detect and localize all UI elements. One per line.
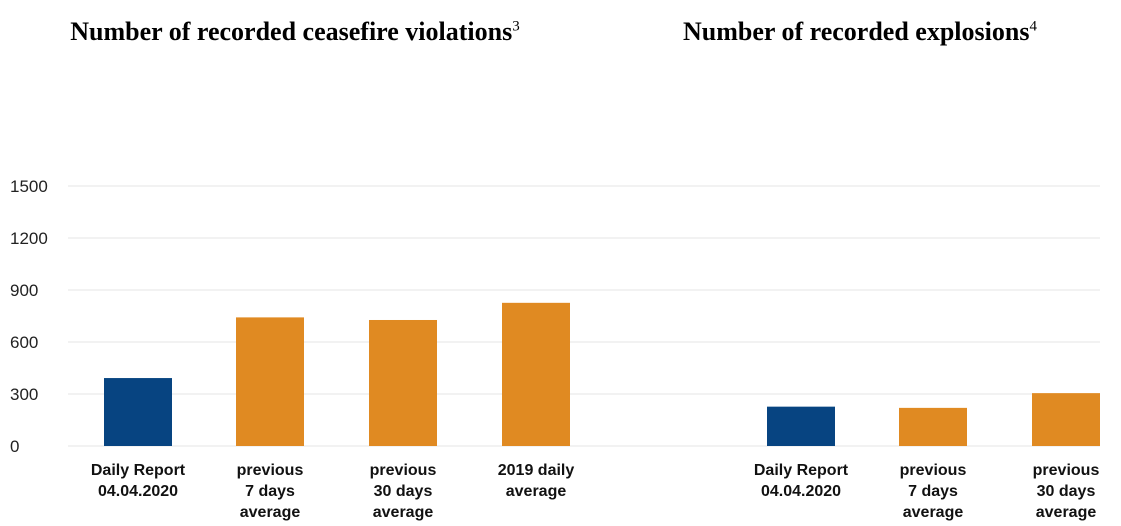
explosions-category-label-0: Daily Report 04.04.2020 [754, 462, 849, 500]
ceasefire-category-label-0: Daily Report 04.04.2020 [91, 462, 186, 500]
ceasefire-bar-2 [369, 319, 437, 446]
chart-title-ceasefire-violations: Number of recorded ceasefire violations3 [60, 16, 530, 48]
footnote-marker: 3 [512, 18, 520, 35]
explosions-bar-0 [767, 406, 835, 446]
explosions-bar-2 [1032, 393, 1100, 446]
ceasefire-bar-1 [236, 317, 304, 446]
ceasefire-category-label-2: previous 30 days average [370, 462, 437, 521]
explosions-category-label-1: previous 7 days average [900, 462, 967, 521]
explosions-bar-1 [899, 407, 967, 446]
ceasefire-category-label-3: 2019 daily average [498, 462, 575, 500]
y-tick-label-1200: 1200 [10, 229, 48, 248]
y-tick-label-900: 900 [10, 281, 38, 300]
title-text: Number of recorded explosions [683, 17, 1030, 46]
y-tick-label-300: 300 [10, 385, 38, 404]
chart-title-explosions: Number of recorded explosions4 [620, 16, 1100, 48]
y-tick-label-0: 0 [10, 437, 19, 456]
title-text: Number of recorded ceasefire violations [70, 17, 513, 46]
ceasefire-bar-0 [104, 378, 172, 446]
ceasefire-bar-3 [502, 302, 570, 446]
y-tick-label-600: 600 [10, 333, 38, 352]
y-tick-label-1500: 1500 [10, 177, 48, 196]
footnote-marker: 4 [1029, 18, 1037, 35]
ceasefire-category-label-1: previous 7 days average [237, 462, 304, 521]
explosions-category-label-2: previous 30 days average [1033, 462, 1100, 521]
